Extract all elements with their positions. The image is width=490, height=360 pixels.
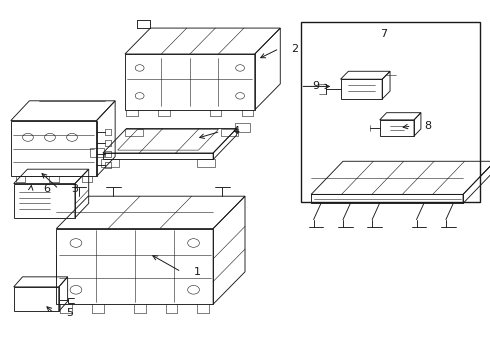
Text: 9: 9 xyxy=(313,81,320,91)
Text: 7: 7 xyxy=(380,29,387,39)
Text: 3: 3 xyxy=(71,184,78,194)
Text: 6: 6 xyxy=(43,184,50,194)
Text: 8: 8 xyxy=(424,121,431,131)
Text: 2: 2 xyxy=(292,44,299,54)
Text: 5: 5 xyxy=(66,308,73,318)
Bar xyxy=(301,22,480,202)
Text: 4: 4 xyxy=(233,126,240,136)
Text: 1: 1 xyxy=(194,267,200,277)
